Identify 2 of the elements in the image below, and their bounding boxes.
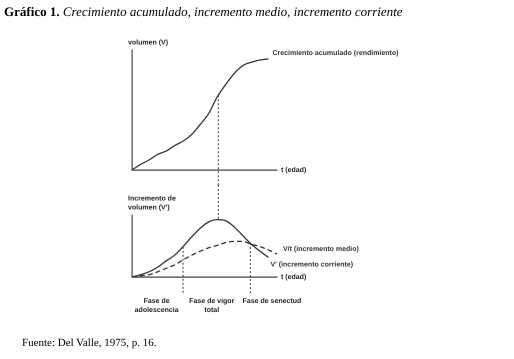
source-note: Fuente: Del Valle, 1975, p. 16.: [22, 337, 157, 349]
chart-title: Gráfico 1. Crecimiento acumulado, incremento medio, incremento corriente: [4, 4, 403, 19]
